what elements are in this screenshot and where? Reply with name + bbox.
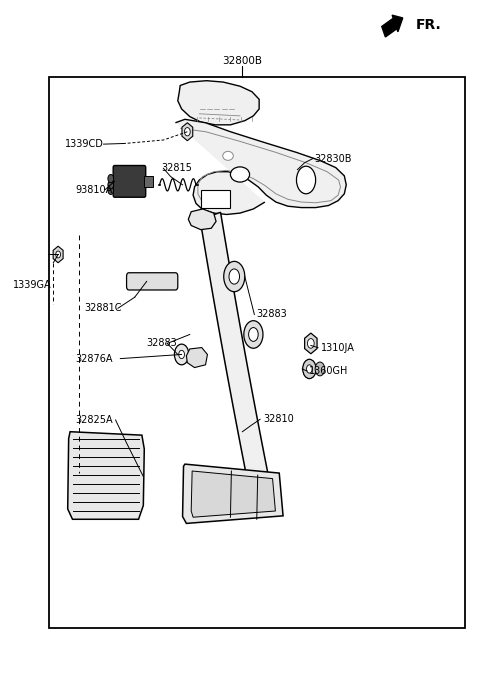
Circle shape [108, 186, 114, 194]
Bar [48, 77, 465, 628]
FancyBboxPatch shape [113, 166, 146, 197]
Text: 32810: 32810 [263, 415, 294, 424]
FancyBboxPatch shape [127, 273, 178, 290]
Polygon shape [182, 464, 283, 523]
Bar [144, 176, 153, 187]
Circle shape [184, 128, 190, 136]
Text: 32825A: 32825A [75, 415, 112, 425]
Polygon shape [188, 209, 216, 229]
Circle shape [297, 167, 316, 193]
FancyArrow shape [382, 15, 403, 37]
Circle shape [108, 180, 114, 189]
Text: 32883: 32883 [147, 339, 178, 348]
Polygon shape [186, 348, 207, 368]
Polygon shape [68, 432, 144, 519]
Circle shape [229, 269, 240, 284]
Text: 32883: 32883 [257, 310, 288, 319]
Circle shape [315, 362, 324, 376]
Circle shape [307, 365, 312, 373]
Text: 32876A: 32876A [75, 354, 112, 363]
Circle shape [308, 339, 314, 348]
Text: FR.: FR. [416, 18, 442, 32]
Polygon shape [178, 81, 259, 125]
Text: 93810A: 93810A [75, 184, 112, 195]
Text: 1339GA: 1339GA [12, 280, 51, 290]
Circle shape [244, 321, 263, 348]
Polygon shape [175, 120, 346, 214]
Polygon shape [305, 333, 317, 354]
Text: 32881C: 32881C [84, 303, 122, 313]
Ellipse shape [223, 151, 233, 160]
Polygon shape [200, 212, 271, 496]
Polygon shape [182, 123, 193, 141]
Circle shape [174, 344, 189, 365]
Circle shape [303, 359, 316, 379]
Text: 32800B: 32800B [222, 57, 263, 66]
FancyBboxPatch shape [201, 189, 230, 207]
Text: 1339CD: 1339CD [65, 139, 104, 149]
Text: 1360GH: 1360GH [310, 366, 349, 376]
Polygon shape [191, 471, 276, 517]
Circle shape [56, 251, 60, 258]
Text: 32815: 32815 [161, 163, 192, 173]
Circle shape [249, 328, 258, 341]
Circle shape [108, 174, 114, 182]
Text: 1310JA: 1310JA [322, 343, 355, 352]
Ellipse shape [230, 167, 250, 182]
Polygon shape [53, 246, 63, 263]
Text: 32830B: 32830B [314, 153, 352, 164]
Circle shape [224, 261, 245, 292]
Circle shape [179, 350, 184, 359]
